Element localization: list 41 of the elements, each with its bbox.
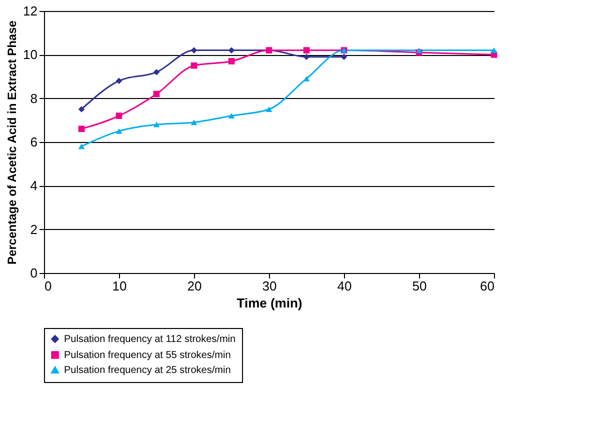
x-axis-title: Time (min): [236, 296, 302, 310]
point: [303, 76, 310, 82]
point: [228, 58, 235, 64]
x-tick-label: 30: [262, 278, 277, 294]
point: [190, 62, 198, 69]
point: [303, 47, 310, 54]
x-tick-label: 10: [112, 278, 127, 294]
point: [153, 122, 160, 128]
y-tick-label: 10: [23, 47, 38, 62]
legend-label: Pulsation frequency at 25 strokes/min: [64, 365, 231, 376]
point: [190, 47, 198, 54]
point: [266, 106, 272, 112]
point: [340, 54, 348, 60]
point: [416, 48, 422, 54]
point: [303, 54, 310, 60]
point: [228, 47, 235, 54]
x-tick-label: 20: [187, 278, 202, 294]
y-tick-label: 2: [30, 222, 38, 237]
y-tick-label: 0: [30, 266, 38, 280]
point: [228, 113, 235, 119]
point: [116, 112, 122, 119]
point: [153, 90, 160, 98]
legend-label: Pulsation frequency at 55 strokes/min: [64, 350, 231, 361]
x-tick-label: 0: [44, 278, 52, 294]
point: [190, 120, 198, 126]
y-axis-title: Percentage of Acetic Acid in Extract Phase: [5, 20, 20, 264]
point: [78, 126, 85, 132]
point: [78, 106, 85, 112]
x-tick-label: 50: [412, 278, 427, 294]
x-tick-label: 40: [337, 278, 352, 294]
point: [153, 68, 160, 76]
point: [116, 78, 122, 84]
y-tick-label: 4: [30, 178, 38, 194]
y-tick-label: 12: [23, 4, 38, 18]
y-tick-label: 8: [30, 90, 38, 106]
y-tick-label: 6: [30, 134, 38, 150]
point: [116, 128, 122, 134]
legend-label: Pulsation frequency at 112 strokes/min: [64, 334, 236, 345]
point: [490, 48, 498, 54]
x-tick-label: 60: [480, 278, 494, 294]
point: [78, 144, 85, 150]
